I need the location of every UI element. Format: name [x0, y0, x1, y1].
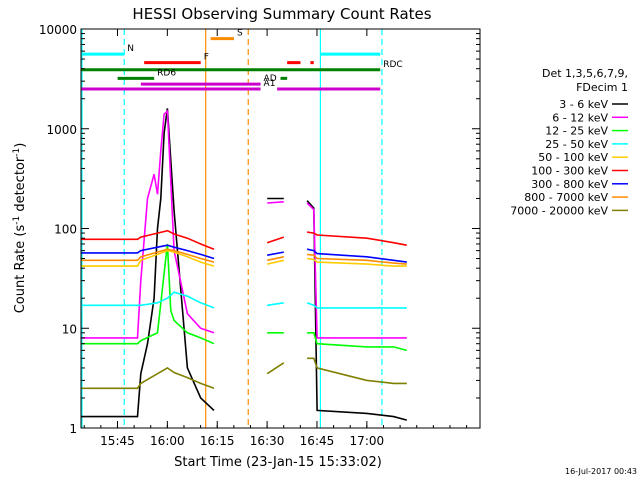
vertical-marker-lines [81, 29, 383, 428]
legend-label-12-25-kev: 12 - 25 keV [545, 125, 608, 138]
x-tick-label-5: 16:45 [300, 434, 335, 448]
axes-ticks: 15:45 16:00 16:15 16:30 16:45 17:00 1 10 100 1000… [39, 23, 480, 448]
legend-label-50-100-kev: 50 - 100 keV [538, 151, 608, 164]
series-line-3-6-kev [81, 108, 408, 421]
legend-label-25-50-kev: 25 - 50 keV [545, 138, 608, 151]
flag-label-rd6: RD6 [157, 68, 176, 78]
series-line-800-7000-kev [81, 248, 407, 265]
series-line-6-12-kev [81, 109, 407, 339]
series-line-100-300-kev [81, 229, 407, 250]
y-axis-label-sup2: -1 [12, 148, 22, 157]
x-tick-label-3: 16:15 [200, 434, 235, 448]
y-axis-label-sup1: -1 [12, 216, 22, 225]
x-tick-label-2: 16:00 [150, 434, 185, 448]
series-line-25-50-kev [81, 291, 407, 309]
series-line-50-100-kev [81, 249, 407, 267]
legend-label-7000-20000-kev: 7000 - 20000 keV [510, 204, 608, 217]
x-tick-label-1: 15:45 [100, 434, 135, 448]
legend-label-100-300-kev: 100 - 300 keV [531, 165, 608, 178]
flag-label-s: S [237, 29, 243, 39]
flag-label-n: N [127, 44, 134, 54]
y-tick-label-5: 10000 [39, 23, 77, 37]
y-tick-label-1: 1 [69, 422, 77, 436]
legend-label-300-800-kev: 300 - 800 keV [531, 178, 608, 191]
legend-label-6-12-kev: 6 - 12 keV [552, 111, 608, 124]
legend-label-800-7000-kev: 800 - 7000 keV [524, 191, 608, 204]
x-tick-label-4: 16:30 [250, 434, 285, 448]
y-axis-label-end: ) [13, 143, 28, 148]
flag-label-rdc: RDC [383, 60, 402, 70]
flag-label-ad: AD [264, 74, 277, 84]
x-axis-label: Start Time (23-Jan-15 15:33:02) [174, 455, 382, 470]
y-tick-label-3: 100 [54, 223, 77, 237]
legend-title-line-1: Det 1,3,5,6,7,9, [542, 67, 628, 80]
y-tick-label-4: 1000 [46, 123, 77, 137]
x-tick-label-6: 17:00 [350, 434, 385, 448]
series-lines [81, 108, 408, 421]
y-axis-label: Count Rate (s-1 detector-1) [12, 143, 28, 314]
flag-label-a1: A1 [264, 79, 276, 89]
chart-title: HESSI Observing Summary Count Rates [132, 5, 431, 23]
legend-title-line-2: FDecim 1 [576, 81, 628, 94]
y-axis-label-mid: detector [13, 156, 28, 216]
y-tick-label-2: 10 [62, 322, 77, 336]
series-line-7000-20000-kev [81, 357, 407, 390]
legend-label-3-6-kev: 3 - 6 keV [559, 98, 608, 111]
footer-date: 16-Jul-2017 00:43 [565, 467, 637, 476]
series-line-300-800-kev [81, 244, 407, 263]
series-line-12-25-kev [81, 243, 408, 352]
flag-label-f: F [204, 53, 209, 63]
y-axis-label-main: Count Rate (s [13, 225, 28, 314]
